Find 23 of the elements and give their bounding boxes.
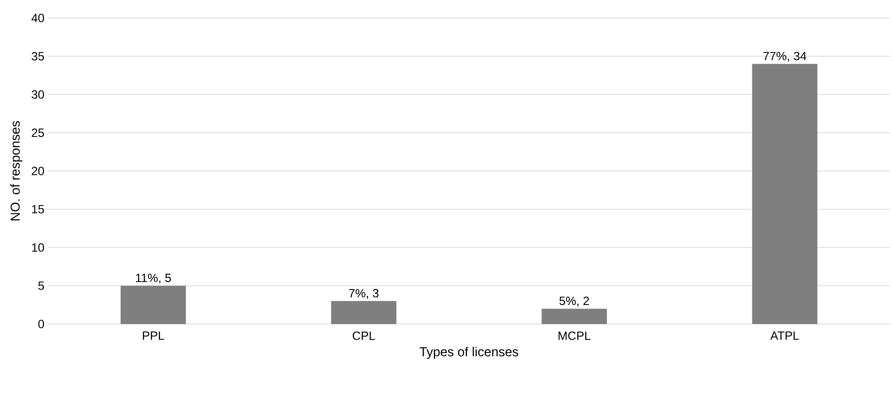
bar bbox=[542, 308, 607, 324]
data-label: 5%, 2 bbox=[559, 296, 589, 306]
data-label: 77%, 34 bbox=[763, 52, 806, 62]
data-label: 11%, 5 bbox=[136, 274, 171, 284]
x-tick-label: ATPL bbox=[770, 332, 799, 340]
y-tick-label: 5 bbox=[38, 282, 44, 290]
x-tick-label: MCPL bbox=[558, 332, 590, 340]
y-tick-label: 10 bbox=[32, 243, 44, 252]
bar bbox=[120, 286, 186, 324]
y-tick-label: 0 bbox=[38, 320, 44, 328]
y-tick-label: 40 bbox=[31, 14, 44, 22]
x-tick-label: PPL bbox=[142, 332, 164, 340]
x-axis-title: Types of licenses bbox=[420, 346, 518, 359]
x-tick-label: CPL bbox=[352, 332, 375, 340]
y-tick-label: 35 bbox=[32, 52, 44, 60]
y-tick-label: 30 bbox=[32, 90, 44, 99]
bar bbox=[752, 64, 818, 324]
y-axis-title: NO. of responses bbox=[10, 121, 22, 220]
data-label: 7%, 3 bbox=[349, 288, 379, 299]
y-tick-label: 25 bbox=[32, 128, 44, 137]
y-tick-label: 15 bbox=[32, 205, 44, 214]
y-tick-label: 20 bbox=[32, 166, 44, 176]
bar bbox=[331, 301, 396, 324]
